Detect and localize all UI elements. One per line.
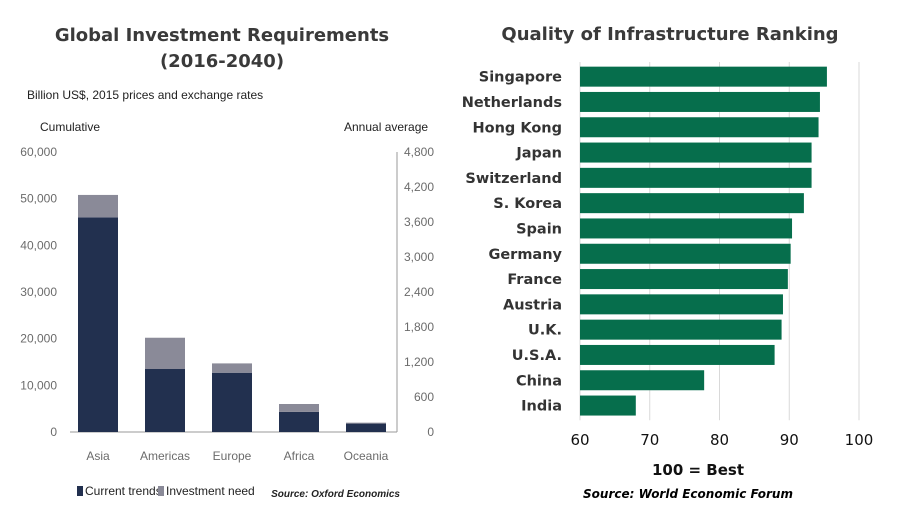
bar-current-trends: [279, 411, 319, 432]
legend-swatch-investment-need: [158, 486, 164, 496]
left-category-label: Africa: [284, 449, 315, 463]
right-y-tick-label: 600: [414, 390, 434, 404]
left-y-tick-label: 40,000: [20, 238, 57, 252]
bar-investment-need: [145, 337, 185, 369]
bar-current-trends: [212, 372, 252, 432]
ranking-bar: [580, 142, 812, 163]
ranking-country-label: U.S.A.: [512, 348, 562, 364]
bar-investment-need: [346, 422, 386, 424]
right-x-tick-label: 100: [845, 431, 874, 449]
left-y-tick-label: 0: [50, 425, 57, 439]
ranking-bar: [580, 319, 782, 340]
bar-current-trends: [145, 369, 185, 432]
ranking-country-label: Austria: [503, 297, 562, 313]
left-y-axis-label: Cumulative: [40, 120, 100, 134]
right-x-tick-label: 60: [570, 431, 589, 449]
ranking-country-label: Germany: [488, 247, 562, 263]
right-x-tick-label: 70: [640, 431, 659, 449]
bar-investment-need: [279, 404, 319, 412]
right-y-tick-label: 1,800: [404, 320, 434, 334]
left-category-label: Europe: [213, 449, 252, 463]
right-y-tick-label: 3,600: [404, 215, 434, 229]
ranking-country-label: China: [516, 373, 562, 389]
bar-current-trends: [78, 217, 118, 432]
ranking-country-label: India: [521, 399, 562, 415]
ranking-country-label: France: [507, 272, 562, 288]
ranking-bar: [580, 167, 812, 188]
ranking-bar: [580, 395, 636, 416]
left-category-label: Asia: [86, 449, 110, 463]
ranking-country-label: Hong Kong: [473, 120, 563, 136]
ranking-bar: [580, 269, 788, 290]
ranking-country-label: S. Korea: [493, 196, 562, 212]
legend-label-investment-need: Investment need: [166, 484, 255, 498]
ranking-country-label: Japan: [515, 146, 562, 162]
right-y-tick-label: 4,200: [404, 180, 434, 194]
left-category-label: Oceania: [344, 449, 389, 463]
right-source-note: Source: World Economic Forum: [583, 487, 793, 501]
legend-swatch-current-trends: [77, 486, 83, 496]
left-units-note: Billion US$, 2015 prices and exchange ra…: [27, 88, 263, 102]
left-y-tick-label: 60,000: [20, 145, 57, 159]
right-y-tick-label: 1,200: [404, 355, 434, 369]
legend-label-current-trends: Current trends: [85, 484, 162, 498]
ranking-bar: [580, 294, 783, 315]
left-y-tick-label: 10,000: [20, 378, 57, 392]
left-category-label: Americas: [140, 449, 190, 463]
left-source-note: Source: Oxford Economics: [271, 489, 400, 500]
right-x-tick-label: 80: [710, 431, 729, 449]
right-y-tick-label: 3,000: [404, 250, 434, 264]
ranking-country-label: Netherlands: [462, 95, 562, 111]
ranking-country-label: U.K.: [528, 323, 562, 339]
ranking-bar: [580, 117, 819, 138]
ranking-bar: [580, 344, 775, 365]
ranking-bar: [580, 370, 705, 391]
ranking-bar: [580, 66, 827, 87]
right-y-axis-label: Annual average: [344, 120, 428, 134]
ranking-bar: [580, 218, 793, 239]
bar-current-trends: [346, 423, 386, 432]
left-chart-title: Global Investment Requirements: [55, 25, 389, 46]
left-chart-subtitle: (2016-2040): [160, 51, 284, 72]
right-x-axis-label: 100 = Best: [652, 461, 744, 479]
left-y-tick-label: 20,000: [20, 332, 57, 346]
bar-investment-need: [212, 363, 252, 373]
ranking-country-label: Singapore: [479, 70, 562, 86]
ranking-country-label: Switzerland: [465, 171, 562, 187]
ranking-bar: [580, 243, 791, 264]
right-x-tick-label: 90: [780, 431, 799, 449]
right-y-tick-label: 2,400: [404, 285, 434, 299]
ranking-bar: [580, 193, 804, 214]
left-y-tick-label: 50,000: [20, 192, 57, 206]
bar-investment-need: [78, 194, 118, 218]
ranking-bar: [580, 91, 820, 112]
right-y-tick-label: 0: [427, 425, 434, 439]
left-y-tick-label: 30,000: [20, 285, 57, 299]
ranking-country-label: Spain: [516, 221, 562, 237]
right-chart-title: Quality of Infrastructure Ranking: [501, 24, 838, 45]
right-y-tick-label: 4,800: [404, 145, 434, 159]
